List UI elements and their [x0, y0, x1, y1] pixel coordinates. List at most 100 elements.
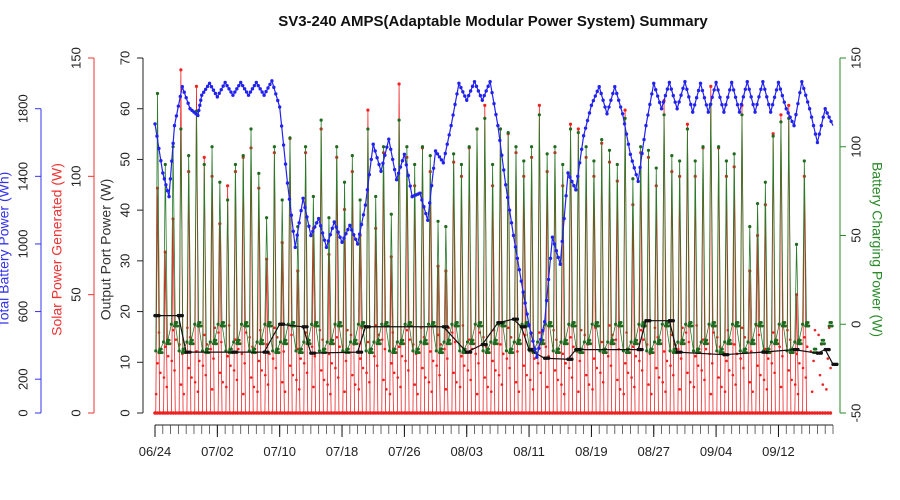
- battery-point: [724, 102, 728, 107]
- battery-point: [529, 331, 533, 335]
- battery-point: [531, 339, 535, 343]
- battery-point: [503, 183, 508, 187]
- solar-point: [669, 364, 672, 367]
- battery-point: [657, 100, 662, 105]
- battery-point: [377, 162, 381, 167]
- battery-point: [162, 177, 167, 181]
- charging-point: [169, 322, 173, 326]
- solar-point: [601, 380, 605, 384]
- solar-point: [249, 376, 253, 379]
- charging-band-point: [759, 320, 763, 324]
- charging-point: [177, 349, 181, 353]
- solar-baseline-point: [212, 411, 217, 415]
- solar-baseline-point: [189, 411, 194, 415]
- output-point: [305, 325, 309, 329]
- battery-point: [429, 183, 434, 188]
- charging-band-point: [160, 351, 164, 355]
- charging-band-point: [775, 338, 779, 342]
- charging-band-point: [737, 324, 741, 328]
- battery-point: [217, 91, 221, 95]
- solar-point: [305, 371, 309, 375]
- battery-point: [361, 213, 366, 217]
- solar-baseline-point: [735, 411, 739, 415]
- charging-point: [561, 162, 565, 167]
- charging-band-point: [635, 338, 639, 342]
- solar-point: [182, 392, 186, 396]
- solar-point: [662, 350, 666, 353]
- output-point: [235, 350, 239, 354]
- solar-baseline-point: [667, 411, 672, 415]
- solar-baseline-point: [675, 411, 679, 415]
- solar-point: [357, 388, 361, 391]
- output-point: [468, 350, 473, 354]
- charging-point: [771, 134, 775, 138]
- solar-baseline-point: [781, 411, 786, 415]
- charging-point: [514, 145, 518, 149]
- battery-point: [749, 95, 753, 99]
- solar-point: [431, 359, 435, 363]
- solar-baseline-point: [763, 411, 768, 415]
- charging-point: [271, 349, 275, 353]
- battery-point: [568, 175, 572, 179]
- solar-baseline-point: [501, 411, 505, 415]
- solar-baseline-point: [425, 411, 430, 415]
- solar-point: [634, 354, 638, 358]
- solar-point: [327, 252, 331, 257]
- battery-point: [348, 223, 352, 228]
- solar-point: [608, 324, 611, 327]
- x-tick-label: 07/10: [263, 444, 296, 459]
- solar-point: [787, 103, 791, 107]
- solar-point: [265, 343, 268, 346]
- solar-point: [455, 380, 458, 384]
- solar-baseline-point: [220, 411, 225, 415]
- charging-point: [506, 130, 510, 135]
- output-point: [726, 352, 730, 357]
- solar-point: [466, 369, 470, 372]
- solar-baseline-point: [355, 411, 360, 415]
- battery-point: [671, 93, 675, 98]
- solar-point: [204, 373, 208, 377]
- battery-point: [225, 83, 229, 88]
- charging-point: [637, 322, 641, 326]
- solar-point: [237, 347, 240, 351]
- charging-band-point: [752, 338, 756, 342]
- charging-point: [426, 322, 431, 326]
- solar-point: [179, 383, 183, 386]
- battery-point: [776, 80, 781, 85]
- battery-point: [367, 172, 372, 177]
- solar-baseline-point: [659, 411, 664, 415]
- solar-baseline-point: [451, 411, 456, 415]
- charging-band-point: [308, 342, 312, 346]
- solar-baseline-point: [688, 411, 692, 415]
- solar-baseline-point: [324, 411, 329, 415]
- battery-point: [233, 90, 237, 94]
- charging-point: [755, 201, 760, 206]
- solar-point: [280, 241, 284, 245]
- battery-point: [307, 224, 311, 228]
- solar-point: [616, 378, 619, 382]
- charging-point: [777, 322, 781, 326]
- charging-band-point: [315, 320, 319, 324]
- solar-baseline-point: [246, 411, 251, 415]
- charging-point: [545, 152, 549, 156]
- solar-baseline-point: [275, 411, 279, 415]
- solar-point: [545, 385, 549, 389]
- solar-baseline-point: [766, 411, 770, 415]
- solar-baseline-point: [254, 411, 259, 415]
- solar-baseline-point: [602, 411, 607, 415]
- charging-point: [769, 340, 774, 344]
- solar-baseline-point: [771, 411, 776, 415]
- battery-point: [587, 111, 592, 115]
- solar-point: [373, 354, 376, 358]
- battery-point: [176, 104, 181, 108]
- solar-baseline-point: [236, 411, 240, 415]
- solar-point: [506, 326, 510, 330]
- solar-baseline-point: [524, 411, 529, 415]
- solar-point: [375, 364, 379, 367]
- solar-baseline-point: [657, 411, 661, 415]
- solar-baseline-point: [438, 411, 443, 415]
- solar-point: [159, 371, 162, 375]
- charging-band-point: [767, 347, 771, 351]
- solar-baseline-point: [805, 411, 809, 415]
- solar-point: [413, 383, 417, 386]
